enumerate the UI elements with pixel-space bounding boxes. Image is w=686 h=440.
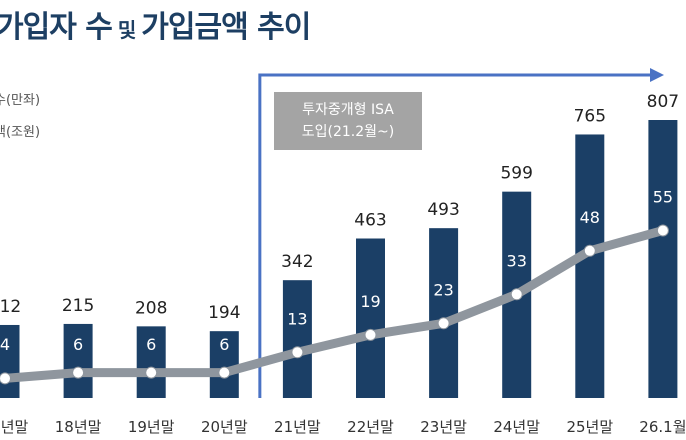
bar-6 — [429, 228, 459, 398]
x-axis-ticks: 17년말 18년말 19년말 20년말 21년말 22년말 23년말 24년말 25년말 26.1… — [0, 418, 686, 436]
bar-label-6: 493 — [427, 200, 459, 220]
line-value-labels: 4 6 6 6 13 19 23 33 48 55 — [0, 188, 673, 355]
chart-title: 가입자 수 및 가입금액 추이 — [0, 2, 311, 46]
tick-label-8: 25년말 — [566, 418, 613, 436]
highlight-arrow — [258, 68, 664, 398]
line-point-1 — [72, 366, 85, 379]
bar-label-8: 765 — [574, 106, 606, 126]
line-point-7 — [510, 288, 523, 301]
bar-3 — [209, 331, 239, 398]
bar-4 — [282, 280, 312, 398]
line-label-6: 23 — [433, 280, 453, 299]
annotation-line2: 도입(21.2월~) — [301, 124, 395, 140]
title-part1: 가입자 수 — [0, 10, 113, 45]
highlight-arrow-line — [258, 73, 652, 398]
line-point-2 — [145, 366, 158, 379]
annotation-box: 투자중개형 ISA 도입(21.2월~) — [274, 92, 422, 150]
line-label-4: 13 — [287, 309, 307, 328]
highlight-arrow-head — [650, 68, 664, 82]
bar-label-0: 212 — [0, 297, 21, 317]
line-label-7: 33 — [507, 251, 527, 270]
legend-amount: 액(조원) — [0, 125, 41, 140]
bar-label-4: 342 — [281, 252, 313, 272]
line-point-4 — [291, 346, 304, 359]
tick-label-9: 26.1월 — [639, 418, 686, 436]
line-point-9 — [656, 224, 669, 237]
tick-label-7: 24년말 — [493, 418, 540, 436]
line-label-1: 6 — [73, 335, 83, 354]
line-label-0: 4 — [0, 335, 10, 354]
amount-line — [0, 226, 668, 383]
line-point-5 — [364, 328, 377, 341]
bar-label-9: 807 — [647, 92, 679, 112]
line-label-9: 55 — [653, 188, 673, 207]
line-series — [0, 224, 669, 385]
line-point-3 — [218, 366, 231, 379]
bar-label-7: 599 — [500, 164, 532, 184]
tick-label-5: 22년말 — [347, 418, 394, 436]
bar-label-5: 463 — [354, 211, 386, 231]
bar-8 — [575, 134, 605, 399]
title-part3: 가입금액 추이 — [141, 10, 311, 45]
line-point-0 — [0, 372, 11, 385]
bar-label-2: 208 — [135, 298, 167, 318]
bar-9 — [648, 120, 678, 398]
line-label-5: 19 — [360, 292, 380, 311]
legend-subscribers: 수(만좌) — [0, 93, 41, 108]
tick-label-3: 20년말 — [201, 418, 248, 436]
bar-label-3: 194 — [208, 303, 240, 323]
bar-label-1: 215 — [62, 296, 94, 316]
line-label-8: 48 — [580, 208, 600, 227]
tick-label-2: 19년말 — [128, 418, 175, 436]
tick-label-4: 21년말 — [274, 418, 321, 436]
bar-5 — [356, 238, 385, 398]
bar-2 — [136, 326, 166, 398]
line-point-6 — [437, 317, 450, 330]
line-label-2: 6 — [146, 335, 156, 354]
tick-label-0: 17년말 — [0, 418, 29, 436]
annotation-line1: 투자중개형 ISA — [302, 102, 394, 118]
line-label-3: 6 — [219, 335, 229, 354]
bar-1 — [63, 323, 93, 398]
line-point-8 — [583, 244, 596, 257]
title-part2: 및 — [117, 18, 136, 42]
tick-label-6: 23년말 — [420, 418, 467, 436]
bar-value-labels: 212 215 208 194 342 463 493 599 765 807 — [0, 92, 679, 323]
tick-label-1: 18년말 — [55, 418, 102, 436]
